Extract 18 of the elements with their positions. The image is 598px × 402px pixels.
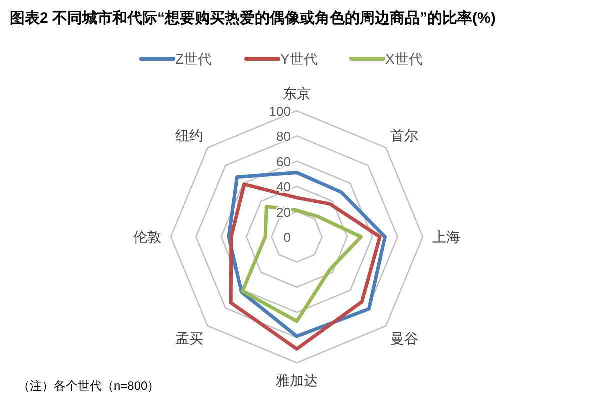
chart-title: 图表2 不同城市和代际“想要购买热爱的偶像或角色的周边商品”的比率(%) xyxy=(10,9,496,27)
spoke-label: 纽约 xyxy=(175,127,204,144)
spoke-label: 伦敦 xyxy=(133,229,162,245)
spoke-label: 曼谷 xyxy=(390,330,419,347)
legend-label: Z世代 xyxy=(176,51,212,67)
spoke-label: 上海 xyxy=(432,229,461,245)
spoke-label: 雅加达 xyxy=(276,372,318,389)
legend-label: Y世代 xyxy=(280,51,318,67)
spoke-label: 东京 xyxy=(283,85,311,102)
y-tick-label: 100 xyxy=(269,104,291,119)
legend-label: X世代 xyxy=(386,51,423,67)
spoke-label: 首尔 xyxy=(390,127,419,144)
spoke-label: 孟买 xyxy=(175,330,204,347)
y-tick-label: 80 xyxy=(276,129,291,144)
y-tick-label: 60 xyxy=(276,154,291,170)
y-tick-label: 0 xyxy=(284,230,291,245)
y-tick-label: 40 xyxy=(276,180,291,195)
text: （注）各个世代（n=800） xyxy=(18,379,160,393)
